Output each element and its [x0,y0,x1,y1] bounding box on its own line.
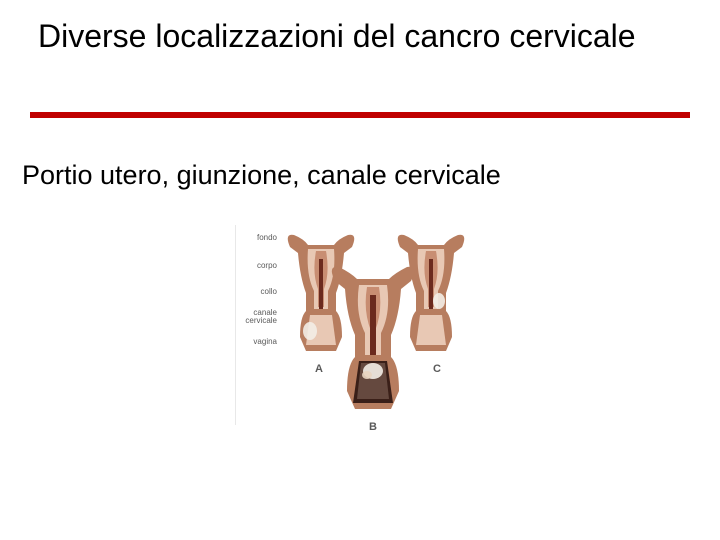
panel-label-b: B [369,421,377,433]
label-fondo: fondo [227,233,277,242]
slide: Diverse localizzazioni del cancro cervic… [0,0,720,540]
panel-label-c: C [433,363,441,375]
label-corpo: corpo [227,261,277,270]
label-canale: canale cervicale [227,309,277,325]
slide-subtitle: Portio utero, giunzione, canale cervical… [22,160,702,191]
frame-line [235,225,236,425]
label-vagina: vagina [227,337,277,346]
anatomy-diagram: fondo corpo collo canale cervicale vagin… [235,225,485,425]
panel-label-a: A [315,363,323,375]
uterus-panel-b [323,261,423,421]
title-underline [30,112,690,118]
slide-title: Diverse localizzazioni del cancro cervic… [38,18,678,55]
label-collo: collo [227,287,277,296]
